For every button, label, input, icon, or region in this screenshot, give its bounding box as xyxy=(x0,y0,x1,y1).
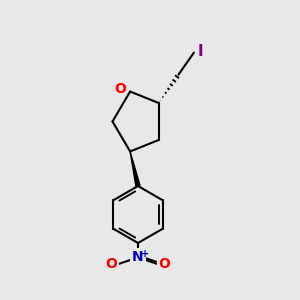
Text: O: O xyxy=(114,82,126,96)
Text: −: − xyxy=(106,255,115,265)
Polygon shape xyxy=(130,152,140,187)
Text: I: I xyxy=(197,44,203,59)
Text: O: O xyxy=(105,257,117,271)
Text: N: N xyxy=(132,250,144,264)
Text: O: O xyxy=(159,257,171,271)
Text: +: + xyxy=(140,249,149,259)
